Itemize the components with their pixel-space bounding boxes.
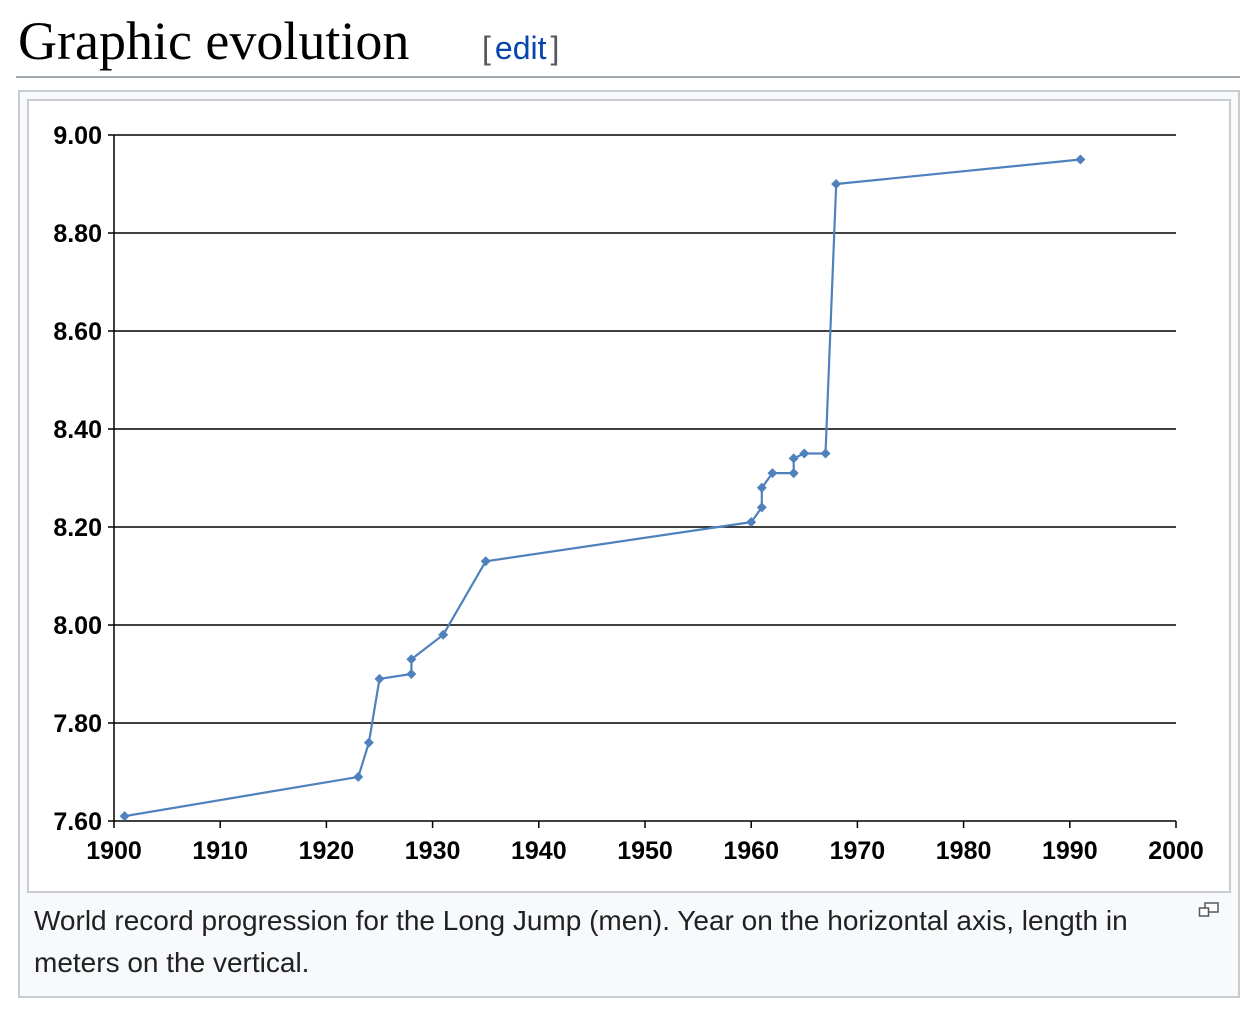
data-point [374, 673, 385, 684]
section-heading: Graphic evolution [edit] [16, 0, 1240, 78]
data-point [820, 448, 831, 459]
x-tick-label: 1940 [511, 837, 567, 865]
x-tick-label: 1920 [299, 837, 355, 865]
edit-bracket-open: [ [482, 30, 491, 66]
data-point [746, 517, 757, 528]
long-jump-chart: 7.60 7.80 8.00 8.20 8.40 8.60 8.80 9.00 1900 1910… [53, 122, 1204, 865]
figure-thumbnail: 7.60 7.80 8.00 8.20 8.40 8.60 8.80 9.00 1900 1910… [18, 90, 1240, 998]
edit-link[interactable]: edit [494, 30, 547, 66]
section-title: Graphic evolution [18, 11, 410, 71]
y-tick-label: 8.40 [53, 416, 102, 444]
data-point [788, 453, 799, 464]
x-tick-label: 1970 [830, 837, 886, 865]
data-point [119, 811, 130, 822]
y-tick-label: 9.00 [53, 122, 102, 150]
x-tick-label: 1960 [723, 837, 779, 865]
data-point [756, 502, 767, 513]
figure-caption: World record progression for the Long Ju… [34, 905, 1128, 978]
y-tick-label: 8.00 [53, 612, 102, 640]
x-tick-label: 1900 [86, 837, 142, 865]
data-point [756, 482, 767, 493]
data-point [788, 468, 799, 479]
edit-section: [edit] [482, 28, 559, 68]
y-tick-label: 8.20 [53, 514, 102, 542]
y-tick-label: 7.60 [53, 808, 102, 836]
data-point [406, 654, 417, 665]
series-line [124, 158, 1081, 818]
data-point [363, 737, 374, 748]
data-point [831, 179, 842, 189]
x-tick-label: 2000 [1148, 837, 1204, 865]
x-tick-label: 1930 [405, 837, 461, 865]
y-tick-label: 8.60 [53, 318, 102, 346]
data-point [406, 669, 417, 679]
data-point [353, 771, 364, 782]
y-tick-label: 7.80 [53, 710, 102, 738]
x-tick-label: 1950 [617, 837, 673, 865]
edit-bracket-close: ] [550, 30, 560, 66]
x-tick-label: 1990 [1042, 837, 1098, 865]
x-tick-label: 1910 [192, 837, 248, 865]
data-point [480, 556, 491, 567]
data-point [1075, 154, 1086, 165]
data-point [438, 629, 449, 640]
magnify-clip-icon[interactable] [1198, 902, 1220, 918]
data-point [767, 468, 778, 479]
data-point [799, 448, 810, 459]
y-tick-label: 8.80 [53, 220, 102, 248]
chart-image[interactable]: 7.60 7.80 8.00 8.20 8.40 8.60 8.80 9.00 1900 1910… [27, 99, 1231, 893]
x-tick-label: 1980 [936, 837, 992, 865]
